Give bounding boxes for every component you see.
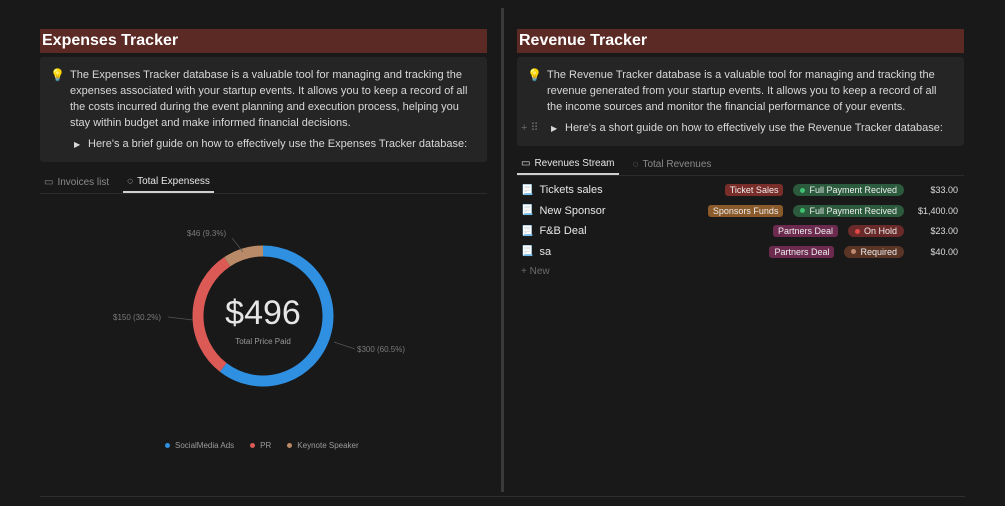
status-dot-icon (800, 187, 806, 193)
slice-label-social: $300 (60.5%) (357, 345, 406, 354)
slice-label-keynote: $46 (9.3%) (187, 229, 227, 238)
page-icon: 📃 (521, 205, 534, 217)
divider (40, 496, 965, 497)
expenses-section: Expenses Tracker 💡 The Expenses Tracker … (40, 0, 487, 194)
legend-label: Keynote Speaker (297, 441, 359, 450)
tab-label: Total Expensess (137, 176, 210, 187)
revenue-section: Revenue Tracker 💡 The Revenue Tracker da… (517, 0, 964, 281)
donut-center-value: $496 (225, 294, 301, 332)
status-label: Full Payment Recived (809, 205, 897, 216)
status-label: Required (860, 246, 897, 257)
donut-slice[interactable] (192, 257, 231, 372)
status-dot-icon (800, 208, 806, 214)
amount: $23.00 (930, 226, 958, 237)
legend-item[interactable]: PR (250, 441, 271, 450)
list-item[interactable]: 📃 New Sponsor Sponsors Funds Full Paymen… (517, 201, 964, 222)
amount: $1,400.00 (917, 205, 958, 216)
new-row-button[interactable]: + New (521, 266, 550, 277)
row-name[interactable]: Tickets sales (539, 184, 603, 197)
row-name[interactable]: F&B Deal (539, 225, 587, 238)
revenue-list: 📃 Tickets sales Ticket Sales Full Paymen… (517, 180, 964, 262)
table-icon: ▭ (521, 158, 531, 169)
status-label: Full Payment Recived (809, 185, 897, 196)
tab-label: Invoices list (57, 177, 110, 188)
new-label: New (529, 266, 550, 277)
status-badge: Required (844, 245, 904, 258)
row-name[interactable]: sa (539, 245, 552, 258)
revenue-guide-toggle[interactable]: + ⠿ ▶ Here's a short guide on how to eff… (521, 120, 952, 136)
status-dot-icon (851, 249, 857, 255)
status-badge: Full Payment Recived (793, 204, 904, 217)
status-label: On Hold (863, 226, 897, 237)
chart-legend: SocialMedia Ads PR Keynote Speaker (165, 441, 359, 450)
lightbulb-icon: 💡 (50, 68, 65, 82)
drag-handle-icon[interactable]: + ⠿ (521, 122, 539, 134)
status-dot-icon (854, 228, 860, 234)
donut-slice[interactable] (219, 245, 334, 387)
legend-item[interactable]: Keynote Speaker (287, 441, 359, 450)
tab-invoices-list[interactable]: ▭ Invoices list (40, 172, 113, 193)
tab-label: Revenues Stream (534, 158, 615, 169)
triangle-right-icon[interactable]: ▶ (551, 124, 558, 133)
lightbulb-icon: 💡 (527, 68, 542, 82)
page-icon: 📃 (521, 184, 534, 196)
expenses-guide-toggle[interactable]: ▶ Here's a brief guide on how to effecti… (50, 136, 475, 152)
leader-line (333, 341, 356, 350)
expenses-donut-chart (167, 237, 356, 387)
list-item[interactable]: 📃 Tickets sales Ticket Sales Full Paymen… (517, 180, 964, 201)
status-badge: On Hold (847, 225, 904, 238)
donut-chart-icon: ◌ (632, 159, 639, 170)
revenue-description: The Revenue Tracker database is a valuab… (547, 69, 937, 113)
donut-chart-icon: ◌ (127, 176, 134, 187)
toggle-label: Here's a short guide on how to effective… (565, 122, 943, 134)
category-tag: Ticket Sales (724, 184, 784, 197)
expenses-title: Expenses Tracker (40, 29, 487, 53)
revenue-callout: 💡 The Revenue Tracker database is a valu… (517, 57, 964, 146)
expenses-callout: 💡 The Expenses Tracker database is a val… (40, 57, 487, 162)
row-name[interactable]: New Sponsor (539, 204, 606, 217)
expenses-description: The Expenses Tracker database is a valua… (70, 69, 468, 129)
tab-revenues-stream[interactable]: ▭ Revenues Stream (517, 154, 619, 175)
category-tag: Partners Deal (769, 245, 835, 258)
donut-center-label: Total Price Paid (235, 337, 291, 346)
page-icon: 📃 (521, 225, 534, 237)
legend-label: PR (260, 441, 272, 450)
legend-item[interactable]: SocialMedia Ads (165, 441, 234, 450)
tab-total-revenues[interactable]: ◌ Total Revenues (629, 154, 716, 175)
slice-label-pr: $150 (30.2%) (113, 313, 162, 322)
triangle-right-icon[interactable]: ▶ (74, 140, 81, 149)
column-divider[interactable] (501, 8, 504, 492)
tab-label: Total Revenues (642, 159, 712, 170)
page-icon: 📃 (521, 246, 534, 258)
leader-line (231, 237, 244, 253)
category-tag: Sponsors Funds (707, 204, 784, 217)
category-tag: Partners Deal (772, 225, 838, 238)
amount: $33.00 (930, 185, 958, 196)
status-badge: Full Payment Recived (793, 184, 904, 197)
tab-total-expenses[interactable]: ◌ Total Expensess (123, 172, 214, 193)
toggle-label: Here's a brief guide on how to effective… (88, 138, 468, 150)
revenue-title: Revenue Tracker (517, 29, 964, 53)
list-item[interactable]: 📃 sa Partners Deal Required $40.00 (517, 242, 964, 263)
donut-slice[interactable] (224, 245, 264, 267)
leader-line (167, 316, 194, 321)
legend-label: SocialMedia Ads (175, 441, 235, 450)
list-item[interactable]: 📃 F&B Deal Partners Deal On Hold $23.00 (517, 221, 964, 242)
table-icon: ▭ (44, 177, 54, 188)
amount: $40.00 (930, 246, 958, 257)
